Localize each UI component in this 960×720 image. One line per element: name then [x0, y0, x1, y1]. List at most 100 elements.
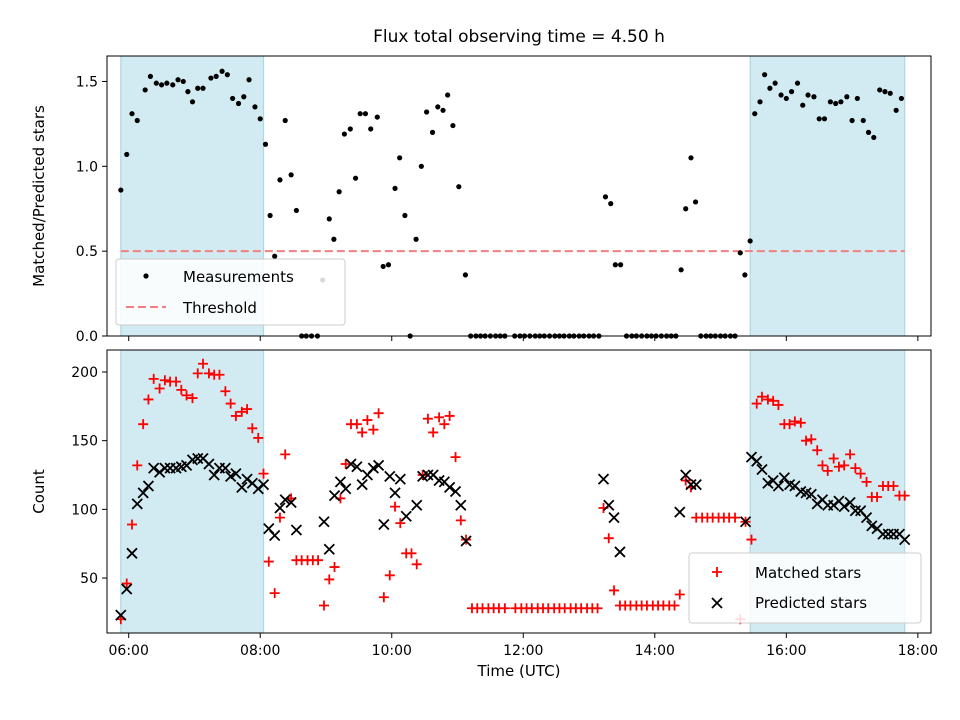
predicted-star-point — [772, 480, 785, 492]
matched-star-point — [861, 476, 872, 487]
matched-star-point — [872, 491, 883, 502]
measurement-point — [456, 184, 462, 190]
x-tick-label: 18:00 — [898, 643, 938, 659]
matched-star-point — [230, 410, 241, 421]
measurement-point — [618, 262, 624, 268]
measurement-point — [208, 75, 214, 81]
y-tick-label: 200 — [71, 365, 98, 381]
matched-star-point — [833, 461, 844, 472]
predicted-star-point — [208, 469, 220, 481]
matched-star-point — [806, 434, 817, 445]
predicted-star-point — [411, 499, 423, 511]
predicted-star-point — [877, 528, 889, 540]
measurement-point — [262, 141, 269, 147]
matched-star-point — [888, 481, 899, 492]
measurement-point — [213, 73, 219, 79]
predicted-star-point — [290, 524, 303, 536]
matched-star-point — [789, 416, 800, 427]
measurement-point — [805, 92, 811, 98]
measurement-point — [282, 117, 288, 124]
matched-star-point — [439, 419, 450, 430]
predicted-star-point — [351, 461, 363, 473]
predicted-star-point — [751, 455, 763, 467]
measurement-point — [235, 100, 242, 107]
matched-star-point — [746, 534, 757, 545]
measurement-point — [257, 116, 263, 122]
measurement-point — [341, 131, 348, 137]
measurement-point — [170, 82, 176, 88]
matched-star-point — [253, 432, 264, 443]
predicted-star-point — [367, 462, 379, 474]
measurement-point — [877, 87, 883, 93]
x-tick-label: 10:00 — [372, 643, 412, 659]
predicted-star-point — [756, 463, 768, 476]
predicted-star-point — [142, 480, 155, 492]
predicted-star-point — [323, 543, 335, 555]
predicted-star-point — [137, 487, 149, 499]
measurement-point — [762, 72, 768, 78]
matched-star-point — [730, 512, 741, 523]
matched-star-point — [176, 384, 187, 395]
measurement-point — [737, 250, 743, 256]
matched-star-point — [603, 533, 614, 544]
matched-star-point — [422, 413, 433, 424]
measurement-point — [871, 134, 877, 141]
measurement-point — [849, 117, 855, 124]
matched-star-point — [899, 490, 910, 501]
matched-star-point — [828, 453, 839, 464]
predicted-star-point — [378, 518, 390, 531]
matched-star-point — [247, 423, 258, 434]
matched-star-point — [839, 460, 850, 471]
predicted-star-point — [762, 477, 774, 489]
x-tick-label: 06:00 — [109, 643, 149, 659]
measurement-point — [336, 189, 342, 195]
x-tick-label: 16:00 — [766, 643, 806, 659]
predicted-star-point — [614, 546, 626, 558]
measurement-point — [683, 206, 689, 212]
measurement-point — [374, 114, 380, 120]
matched-star-point — [768, 395, 779, 406]
predicted-star-point — [400, 510, 412, 522]
predicted-star-point — [285, 496, 297, 509]
predicted-star-point — [274, 502, 286, 514]
matched-star-point — [812, 445, 823, 456]
y-axis-label: Count — [30, 469, 48, 514]
measurement-point — [252, 104, 258, 110]
predicted-star-point — [866, 520, 878, 532]
predicted-star-point — [131, 498, 143, 510]
measurement-point — [778, 92, 784, 98]
matched-star-point — [390, 501, 401, 512]
measurement-point — [602, 194, 609, 200]
predicted-star-point — [899, 533, 911, 546]
measurement-point — [424, 109, 430, 115]
predicted-star-point — [860, 511, 873, 524]
top-panel: 0.0 0.5 1.0 1.5 Matched/Predicted stars Measu… — [30, 55, 932, 345]
matched-star-point — [258, 468, 269, 479]
predicted-star-point — [422, 469, 434, 481]
predicted-star-point — [838, 500, 850, 513]
measurement-point — [757, 99, 763, 105]
matched-star-point — [198, 358, 209, 369]
predicted-star-point — [121, 583, 133, 595]
measurement-point — [450, 122, 456, 129]
measurement-point — [153, 80, 159, 86]
matched-star-point — [192, 368, 203, 379]
series-matched-stars — [115, 358, 910, 625]
matched-star-point — [313, 555, 324, 566]
predicted-star-point — [449, 485, 462, 498]
measurement-point — [413, 236, 419, 242]
legend-marker-measurements — [143, 273, 149, 279]
y-tick-label: 100 — [71, 502, 98, 518]
measurement-point — [347, 126, 353, 132]
x-tick-label: 14:00 — [635, 643, 675, 659]
matched-star-point — [444, 410, 455, 421]
predicted-star-point — [334, 476, 347, 488]
predicted-star-point — [603, 499, 615, 511]
matched-star-point — [850, 463, 861, 474]
measurement-point — [189, 99, 196, 105]
measurement-point — [230, 95, 236, 102]
measurement-point — [816, 116, 822, 122]
bottom-panel: 50 100 150 200 06:00 08:00 10:00 12:00 14:00 16:0… — [30, 349, 938, 680]
matched-star-point — [362, 415, 373, 426]
